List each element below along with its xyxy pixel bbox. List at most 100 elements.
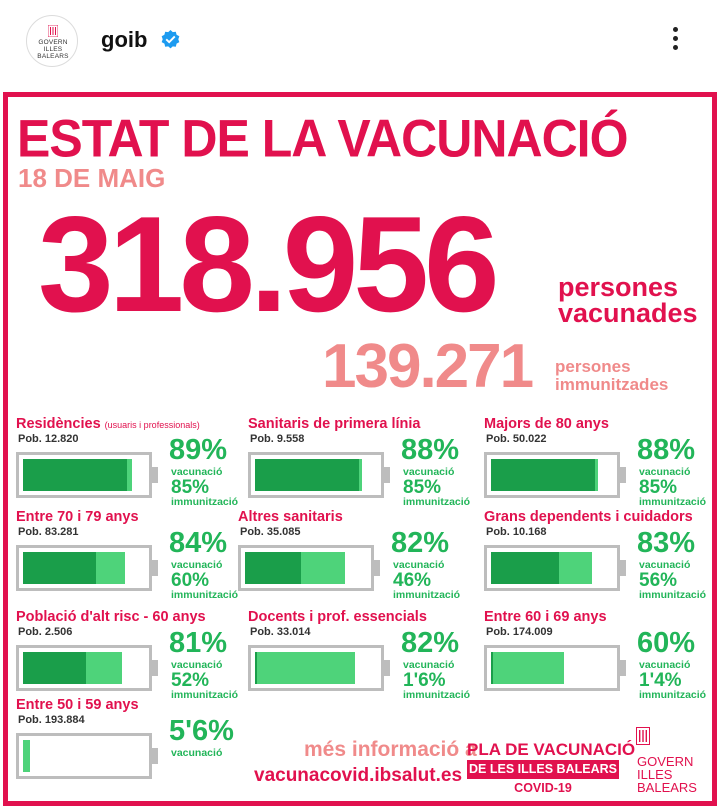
group-card: Sanitaris de primera línia Pob. 9.558 88… — [248, 416, 476, 511]
vaccination-label: vacunació — [403, 659, 455, 671]
vaccination-fill — [23, 740, 30, 772]
vaccination-label: vacunació — [171, 747, 223, 759]
vaccination-label: vacunació — [393, 559, 445, 571]
vaccination-label: vacunació — [171, 559, 223, 571]
group-card: Entre 70 i 79 anys Pob. 83.281 84% vacun… — [16, 509, 244, 604]
group-population: Pob. 9.558 — [250, 433, 305, 445]
immunization-fill — [255, 652, 257, 684]
immunization-fill — [491, 459, 595, 491]
vaccinated-label-line: vacunades — [558, 298, 698, 328]
immunization-fill — [23, 459, 127, 491]
username-link[interactable]: goib — [101, 27, 148, 52]
group-name: Docents i prof. essencials — [248, 609, 427, 625]
immunization-fill — [491, 552, 560, 584]
infographic-title: ESTAT DE LA VACUNACIÓ — [17, 109, 628, 168]
verified-badge-icon — [161, 30, 180, 49]
plan-title: PLA DE VACUNACIÓ — [467, 740, 636, 759]
group-population: Pob. 12.820 — [18, 433, 79, 445]
group-population: Pob. 50.022 — [486, 433, 547, 445]
group-name-text: Població d'alt risc - 60 anys — [16, 609, 206, 625]
immunization-label: immunització — [639, 496, 707, 508]
vaccination-percent: 82% — [401, 627, 460, 659]
group-name-text: Altres sanitaris — [238, 509, 343, 525]
group-population: Pob. 35.085 — [240, 526, 301, 538]
vaccinated-label: persones vacunades — [558, 272, 698, 328]
battery-bar — [248, 452, 390, 498]
group-name-text: Docents i prof. essencials — [248, 609, 427, 625]
battery-bar — [484, 452, 626, 498]
battery-bar — [16, 645, 158, 691]
group-population: Pob. 10.168 — [486, 526, 547, 538]
immunization-percent: 1'4% — [639, 670, 682, 691]
group-card: Grans dependents i cuidadors Pob. 10.168… — [484, 509, 712, 604]
group-card: Població d'alt risc - 60 anys Pob. 2.506… — [16, 609, 244, 704]
immunization-label: immunització — [639, 689, 707, 701]
group-name: Grans dependents i cuidadors — [484, 509, 693, 525]
group-card: Residències (usuaris i professionals) Po… — [16, 416, 244, 511]
group-population: Pob. 33.014 — [250, 626, 311, 638]
immunized-label-line: persones — [555, 357, 631, 376]
group-population: Pob. 193.884 — [18, 714, 85, 726]
vaccination-label: vacunació — [403, 466, 455, 478]
battery-bar — [484, 645, 626, 691]
vaccination-percent: 88% — [637, 434, 696, 466]
govern-logo-text: BALEARS — [637, 780, 697, 795]
immunization-percent: 56% — [639, 570, 678, 591]
immunization-label: immunització — [171, 496, 239, 508]
vaccination-label: vacunació — [171, 466, 223, 478]
vaccination-fill — [255, 652, 356, 684]
avatar[interactable]: GOVERN ILLES BALEARS — [26, 15, 78, 67]
immunization-label: immunització — [403, 689, 471, 701]
group-name: Entre 70 i 79 anys — [16, 509, 139, 525]
vaccination-label: vacunació — [639, 466, 691, 478]
group-name-text: Residències — [16, 416, 101, 432]
vaccination-label: vacunació — [639, 559, 691, 571]
group-card: Majors de 80 anys Pob. 50.022 88% vacuna… — [484, 416, 712, 511]
group-name-text: Entre 50 i 59 anys — [16, 697, 139, 713]
group-population: Pob. 83.281 — [18, 526, 79, 538]
group-name: Residències (usuaris i professionals) — [16, 416, 200, 432]
vaccination-percent: 88% — [401, 434, 460, 466]
battery-bar — [484, 545, 626, 591]
vaccinated-label-line: persones — [558, 272, 679, 302]
immunization-label: immunització — [403, 496, 471, 508]
plan-subtitle: DE LES ILLES BALEARS — [467, 760, 619, 779]
immunization-percent: 1'6% — [403, 670, 446, 691]
immunization-label: immunització — [171, 589, 239, 601]
group-name-text: Sanitaris de primera línia — [248, 416, 421, 432]
immunization-label: immunització — [393, 589, 461, 601]
battery-bar — [16, 452, 158, 498]
vaccination-percent: 81% — [169, 627, 228, 659]
vaccination-fill — [491, 652, 565, 684]
more-info-link[interactable]: vacunacovid.ibsalut.es — [254, 765, 463, 786]
immunization-fill — [491, 652, 493, 684]
immunization-percent: 85% — [171, 477, 210, 498]
plan-covid-label: COVID-19 — [514, 781, 572, 795]
immunization-percent: 85% — [639, 477, 678, 498]
vaccinated-number: 318.956 — [38, 188, 500, 340]
govern-logo-text: ILLES — [637, 767, 673, 782]
immunization-percent: 60% — [171, 570, 210, 591]
govern-logo-icon — [636, 727, 650, 745]
group-card: Docents i prof. essencials Pob. 33.014 8… — [248, 609, 476, 704]
immunized-label-line: immunitzades — [555, 375, 669, 394]
immunization-fill — [23, 652, 87, 684]
avatar-text: GOVERN — [38, 39, 68, 46]
group-name: Altres sanitaris — [238, 509, 343, 525]
avatar-text: ILLES — [43, 46, 63, 53]
vaccination-percent: 89% — [169, 434, 228, 466]
battery-bar — [238, 545, 380, 591]
group-population: Pob. 2.506 — [18, 626, 73, 638]
vaccination-percent: 82% — [391, 527, 450, 559]
immunization-fill — [245, 552, 302, 584]
immunization-label: immunització — [171, 689, 239, 701]
group-card: Altres sanitaris Pob. 35.085 82% vacunac… — [238, 509, 466, 604]
more-options-icon[interactable] — [668, 24, 682, 56]
vaccination-percent: 83% — [637, 527, 696, 559]
avatar-text: BALEARS — [37, 53, 69, 60]
immunization-label: immunització — [639, 589, 707, 601]
group-name: Població d'alt risc - 60 anys — [16, 609, 206, 625]
more-info-text: més informació a — [304, 738, 477, 761]
immunization-fill — [23, 552, 97, 584]
post-header: GOVERN ILLES BALEARS goib — [0, 0, 720, 82]
